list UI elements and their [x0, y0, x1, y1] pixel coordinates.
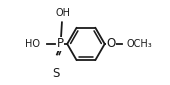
- Text: OCH₃: OCH₃: [126, 39, 152, 49]
- Text: OH: OH: [55, 7, 70, 18]
- Text: HO: HO: [25, 39, 40, 49]
- Text: S: S: [53, 67, 60, 80]
- Text: P: P: [56, 37, 64, 50]
- Text: O: O: [106, 37, 116, 50]
